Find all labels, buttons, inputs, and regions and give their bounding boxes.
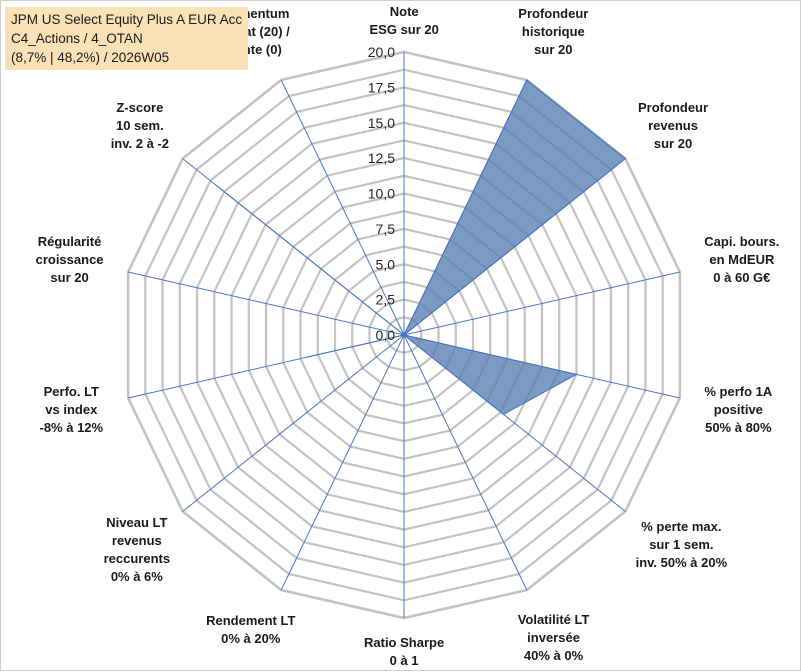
tick-label: 15,0 xyxy=(368,115,395,131)
axis-label-line: Régularité xyxy=(37,234,102,250)
axis-label: Perfo. LT vs index -8% à 12% xyxy=(40,383,104,437)
axis-label-line: 40% à 0% xyxy=(523,647,584,663)
axis-label-line: positive xyxy=(713,401,763,417)
tick-label: 20,0 xyxy=(368,44,395,60)
axis-label: Profondeur historique sur 20 xyxy=(518,5,588,59)
axis-label-line: Profondeur xyxy=(518,6,589,22)
axis-label: Z-score 10 sem. inv. 2 à -2 xyxy=(111,99,169,153)
axis-label: Niveau LT revenus reccurents 0% à 6% xyxy=(104,514,170,586)
spoke xyxy=(280,334,405,591)
tick-label: 10,0 xyxy=(368,186,395,202)
tick-label: 0,0 xyxy=(376,327,396,343)
axis-label: Rendement LT 0% à 20% xyxy=(206,612,295,648)
spoke xyxy=(280,79,405,336)
axis-label-line: revenus xyxy=(648,117,698,133)
axis-label-line: ESG sur 20 xyxy=(369,22,439,37)
axis-label-line: inv. 2 à -2 xyxy=(110,135,169,151)
axis-label-line: 50% à 80% xyxy=(705,419,772,435)
axis-label-line: Z-score xyxy=(116,99,164,115)
axis-label-line: Ratio Sharpe xyxy=(364,635,445,650)
title-line-2: C4_Actions / 4_OTAN xyxy=(11,31,143,46)
axis-label-line: 10 sem. xyxy=(115,117,164,133)
chart-title: JPM US Select Equity Plus A EUR Acc C4_A… xyxy=(5,7,249,70)
series-area xyxy=(215,79,627,456)
axis-label-line: sur 20 xyxy=(534,42,573,58)
axis-label-line: -8% à 12% xyxy=(39,419,104,435)
axis-label-line: reccurents xyxy=(103,551,171,567)
axis-label: Ratio Sharpe 0 à 1 xyxy=(364,634,444,670)
axis-label-line: 0% à 20% xyxy=(221,630,281,646)
axis-label-line: revenus xyxy=(111,533,162,549)
axis-label-line: 0 à 1 xyxy=(389,653,419,668)
axis-label-line: Perfo. LT xyxy=(43,383,99,399)
spoke xyxy=(403,271,681,336)
tick-label: 7,5 xyxy=(376,221,396,237)
axis-label-line: Profondeur xyxy=(638,99,709,115)
axis-label-line: Note xyxy=(389,4,419,19)
title-line-3: (8,7% | 48,2%) / 2026W05 xyxy=(11,50,170,65)
axis-label-line: Capi. bours. xyxy=(704,234,780,250)
axis-label: Note ESG sur 20 xyxy=(370,3,439,39)
axis-label: Régularité croissance sur 20 xyxy=(36,233,104,287)
axis-label-line: Rendement LT xyxy=(206,612,296,628)
spoke xyxy=(127,271,405,336)
axis-label: Profondeur revenus sur 20 xyxy=(638,99,708,153)
axis-label-line: inversée xyxy=(527,629,580,645)
axis-label-line: historique xyxy=(521,24,585,40)
spoke xyxy=(182,334,405,512)
axis-label-line: % perte max. xyxy=(641,518,722,534)
tick-label: 17,5 xyxy=(368,79,395,95)
axis-label-line: sur 1 sem. xyxy=(649,536,714,552)
tick-label: 12,5 xyxy=(368,150,395,166)
spoke xyxy=(403,334,528,591)
axis-label-line: sur 20 xyxy=(653,135,693,151)
tick-label: 5,0 xyxy=(376,256,396,272)
axis-label-line: sur 20 xyxy=(50,270,89,286)
axis-label: Capi. bours. en MdEUR 0 à 60 G€ xyxy=(704,233,779,287)
title-line-1: JPM US Select Equity Plus A EUR Acc xyxy=(11,12,243,27)
axis-label-line: Niveau LT xyxy=(106,515,168,531)
axis-label-line: en MdEUR xyxy=(709,252,775,268)
axis-label: Volatilité LT inversée 40% à 0% xyxy=(518,611,590,665)
axis-label: % perte max. sur 1 sem. inv. 50% à 20% xyxy=(636,518,728,572)
axis-label-line: 0% à 6% xyxy=(110,569,163,585)
axis-label-line: 0 à 60 G€ xyxy=(713,270,771,286)
axis-label: % perfo 1A positive 50% à 80% xyxy=(704,383,772,437)
tick-label: 2,5 xyxy=(376,292,396,308)
axis-label-line: croissance xyxy=(35,252,104,268)
axis-label-line: vs index xyxy=(45,401,98,417)
axis-label-line: % perfo 1A xyxy=(704,383,773,399)
axis-label-line: Volatilité LT xyxy=(517,611,590,627)
axis-label-line: inv. 50% à 20% xyxy=(635,554,728,570)
